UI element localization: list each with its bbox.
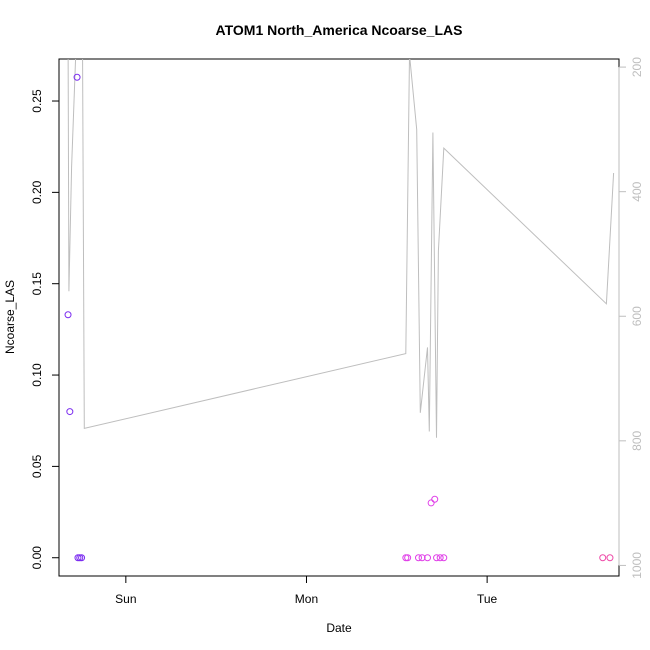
data-point [427,499,435,507]
data-point [78,554,86,562]
data-point [66,408,74,416]
chart-title: ATOM1 North_America Ncoarse_LAS [216,22,463,38]
series-line [67,59,615,438]
data-point [76,554,84,562]
plot-area [64,59,615,562]
data-point [606,554,614,562]
x-tick-label: Tue [477,592,498,606]
x-tick-label: Sun [115,592,136,606]
y-tick-label: 0.25 [30,89,44,113]
data-point [431,495,439,503]
data-point [440,554,448,562]
right-tick-label: 200 [630,57,644,77]
x-axis: Sun Mon Tue [115,575,498,606]
data-point [424,554,432,562]
y-axis: 0.00 0.05 0.10 0.15 0.20 0.25 [30,89,60,570]
right-tick-label: 600 [630,306,644,326]
right-tick-label: 1000 [630,552,644,579]
data-point [74,554,82,562]
data-point [418,554,426,562]
data-point [73,73,81,81]
data-point [402,554,410,562]
y-tick-label: 0.15 [30,272,44,296]
data-point [599,554,607,562]
plot-clipped-group [64,59,615,562]
y-tick-label: 0.05 [30,454,44,478]
data-point [64,311,72,319]
data-point [433,554,441,562]
data-point [404,554,412,562]
data-point [436,554,444,562]
right-tick-label: 800 [630,431,644,451]
y-axis-label: Ncoarse_LAS [3,280,17,354]
right-tick-label: 400 [630,181,644,201]
data-point [414,554,422,562]
y-tick-label: 0.10 [30,363,44,387]
y-tick-label: 0.20 [30,180,44,204]
x-axis-label: Date [326,621,352,635]
right-y-axis: 200 400 600 800 1000 [618,57,644,579]
y-tick-label: 0.00 [30,546,44,570]
x-tick-label: Mon [295,592,318,606]
